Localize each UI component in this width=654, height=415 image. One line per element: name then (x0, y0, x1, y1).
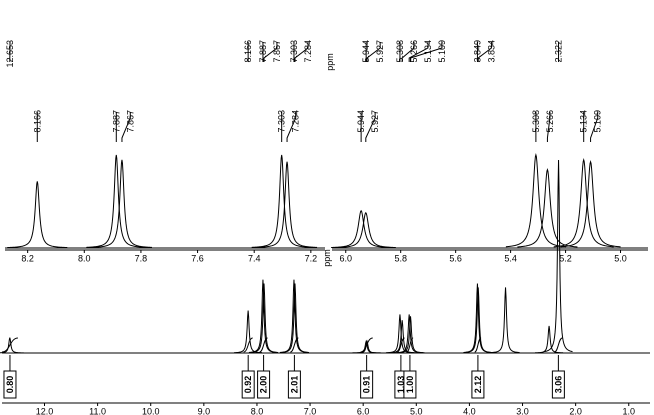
x-tick-label: 3.0 (516, 406, 529, 415)
peak (331, 209, 392, 248)
inset-unit-label: ppm (325, 53, 335, 71)
peak (517, 167, 578, 248)
inset-unit-label: ppm (322, 249, 332, 267)
integral-label: 1.03 (396, 376, 406, 394)
peak-label-connector (408, 42, 429, 62)
peak (553, 157, 614, 248)
peak-label: 3.834 (486, 40, 496, 63)
x-tick-label: 6.0 (339, 253, 352, 263)
integral-box (471, 370, 485, 399)
peak (91, 159, 152, 248)
peak-label: 5.927 (375, 40, 385, 63)
integral-label: 1.00 (405, 376, 415, 394)
integral-curve (259, 337, 268, 353)
peak (257, 161, 318, 248)
x-tick-label: 7.6 (191, 253, 204, 263)
peak (353, 339, 382, 354)
x-tick-label: 7.4 (248, 253, 261, 263)
peak (7, 181, 68, 249)
integral-box (257, 370, 271, 399)
peak-label-connector (590, 112, 599, 142)
peak (505, 152, 566, 248)
integral-curve (406, 337, 414, 353)
integral-label: 2.12 (473, 376, 483, 394)
peak (560, 159, 621, 248)
x-tick-label: 8.0 (78, 253, 91, 263)
x-tick-label: 12.0 (36, 406, 54, 415)
x-tick-label: 11.0 (89, 406, 106, 415)
peak-label-connector (546, 112, 551, 142)
peak-label: 5.109 (593, 110, 603, 133)
peak (234, 310, 263, 354)
x-tick-label: 5.4 (504, 253, 517, 263)
peak (249, 283, 279, 353)
peak (491, 287, 520, 354)
peak-label-connector (263, 42, 278, 62)
integral-curve (396, 337, 405, 353)
integral-box (360, 370, 374, 399)
integral-label: 3.06 (553, 376, 563, 394)
peak (396, 316, 425, 354)
peak-label: 7.284 (291, 110, 301, 133)
peak (280, 283, 310, 353)
x-tick-label: 2.0 (569, 406, 582, 415)
peak-label: 7.867 (125, 110, 135, 133)
peak-label: 5.134 (423, 40, 433, 63)
integral-box (287, 370, 301, 399)
x-tick-label: 7.8 (135, 253, 148, 263)
x-tick-label: 7.0 (304, 406, 317, 415)
integral-box (551, 370, 565, 399)
x-tick-label: 1.0 (622, 406, 635, 415)
integral-label: 2.00 (259, 376, 269, 394)
peak-label: 7.867 (272, 40, 282, 63)
peak-label: 5.266 (409, 40, 419, 63)
x-tick-label: 5.0 (410, 406, 423, 415)
peak (544, 159, 573, 353)
peak-label: 5.109 (437, 40, 447, 63)
peak (251, 154, 312, 248)
x-tick-label: 5.0 (614, 253, 627, 263)
x-tick-label: 9.0 (198, 406, 211, 415)
integral-curve (1, 337, 19, 353)
peak (388, 320, 417, 354)
x-tick-label: 10.0 (142, 406, 160, 415)
peak-label-connector (410, 42, 443, 62)
peak-label-connector (477, 42, 492, 62)
peak (335, 211, 396, 249)
peak-label-connector (121, 112, 131, 142)
peak (535, 325, 564, 354)
integral-label: 0.92 (243, 376, 253, 394)
x-tick-label: 5.6 (449, 253, 462, 263)
x-tick-label: 7.2 (305, 253, 318, 263)
integral-curve (360, 337, 373, 353)
integral-box (241, 370, 255, 399)
peak-label: 5.927 (370, 110, 380, 133)
integral-curve (243, 337, 253, 353)
x-tick-label: 6.0 (357, 406, 370, 415)
x-tick-label: 4.0 (463, 406, 476, 415)
peak (86, 154, 147, 248)
peak (0, 337, 24, 354)
integral-label: 0.91 (362, 376, 372, 394)
integral-curve (554, 337, 563, 353)
x-tick-label: 8.0 (251, 406, 264, 415)
integral-box (403, 370, 417, 399)
peak-label-connector (366, 42, 381, 62)
integral-curve (474, 337, 482, 353)
integral-label: 0.80 (5, 376, 15, 394)
peak-label-connector (286, 112, 297, 142)
peak (464, 287, 493, 354)
peak-label: 7.284 (303, 40, 313, 63)
peak-label-connector (365, 112, 376, 142)
peak-label-connector (294, 42, 309, 62)
integral-curve (290, 337, 299, 353)
integral-box (3, 370, 17, 399)
peak-label-connector (401, 42, 415, 62)
x-tick-label: 8.2 (21, 253, 34, 263)
x-tick-label: 5.8 (394, 253, 407, 263)
integral-label: 2.01 (289, 376, 299, 394)
x-tick-label: 5.2 (559, 253, 572, 263)
